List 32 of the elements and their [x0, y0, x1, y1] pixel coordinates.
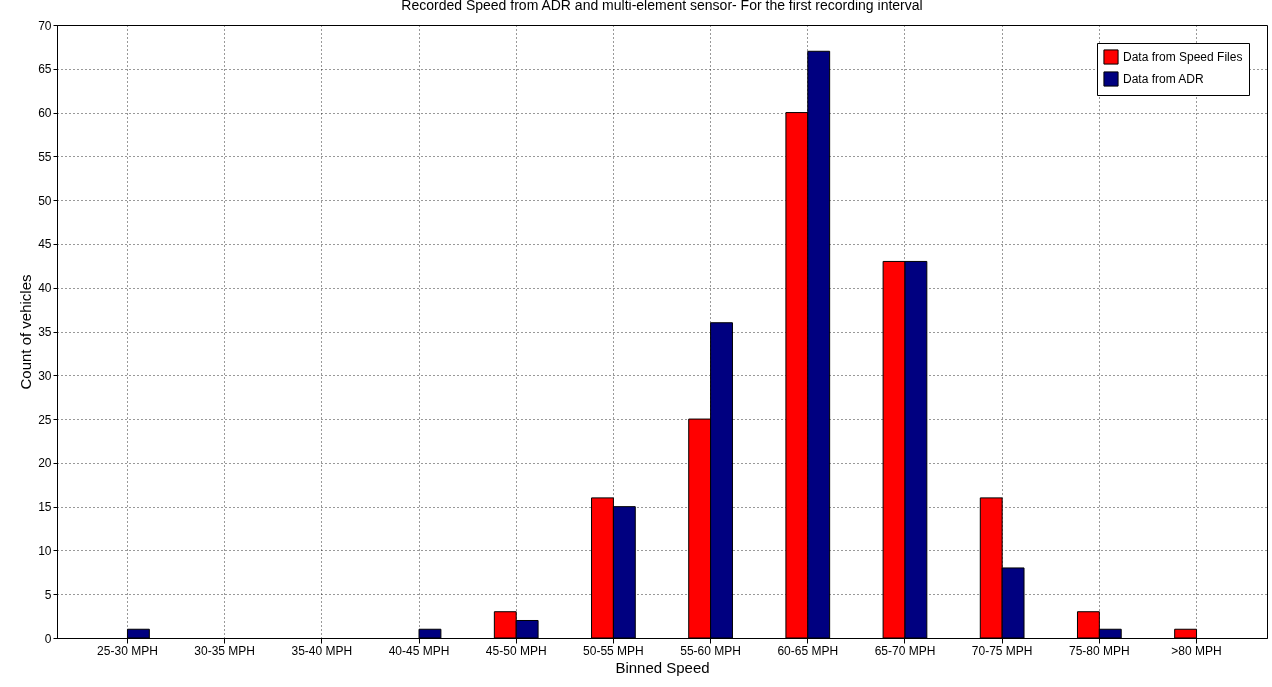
x-tick-label: 35-40 MPH: [291, 643, 353, 658]
x-tick-label: 70-75 MPH: [971, 643, 1033, 658]
x-tick-label: 25-30 MPH: [97, 643, 158, 658]
x-tick-label: 50-55 MPH: [583, 643, 644, 658]
chart-title: Recorded Speed from ADR and multi-element sensor- For the first recording interval: [401, 0, 923, 13]
y-tick-label: 55: [38, 149, 52, 164]
y-tick-label: 35: [38, 325, 52, 339]
y-tick-label: 25: [38, 412, 52, 427]
y-tick-label: 60: [38, 106, 52, 121]
x-axis-title: Binned Speed: [615, 658, 710, 676]
y-tick-label: 45: [38, 237, 52, 252]
y-tick-label: 20: [38, 456, 52, 471]
x-tick-label: 75-80 MPH: [1069, 643, 1130, 658]
legend-label: Data from Speed Files: [1123, 50, 1243, 64]
y-axis-title: Count of vehicles: [17, 274, 35, 390]
x-tick-label: 60-65 MPH: [777, 643, 839, 658]
x-tick-label: 55-60 MPH: [680, 643, 741, 658]
y-tick-label: 0: [44, 631, 52, 646]
x-tick-label: >80 MPH: [1171, 643, 1222, 658]
x-tick-label: 45-50 MPH: [485, 643, 547, 658]
x-tick-label: 40-45 MPH: [388, 643, 450, 658]
y-tick-label: 70: [38, 18, 52, 33]
x-tick-label: 65-70 MPH: [874, 643, 936, 658]
y-tick-label: 15: [38, 500, 52, 515]
y-tick-label: 10: [38, 543, 52, 558]
legend-label: Data from ADR: [1123, 72, 1205, 86]
y-tick-label: 50: [38, 193, 52, 208]
y-tick-label: 5: [44, 587, 52, 602]
y-tick-label: 65: [38, 62, 52, 77]
y-tick-label: 30: [38, 368, 52, 383]
x-tick-label: 30-35 MPH: [194, 643, 255, 658]
y-tick-label: 40: [38, 281, 52, 296]
